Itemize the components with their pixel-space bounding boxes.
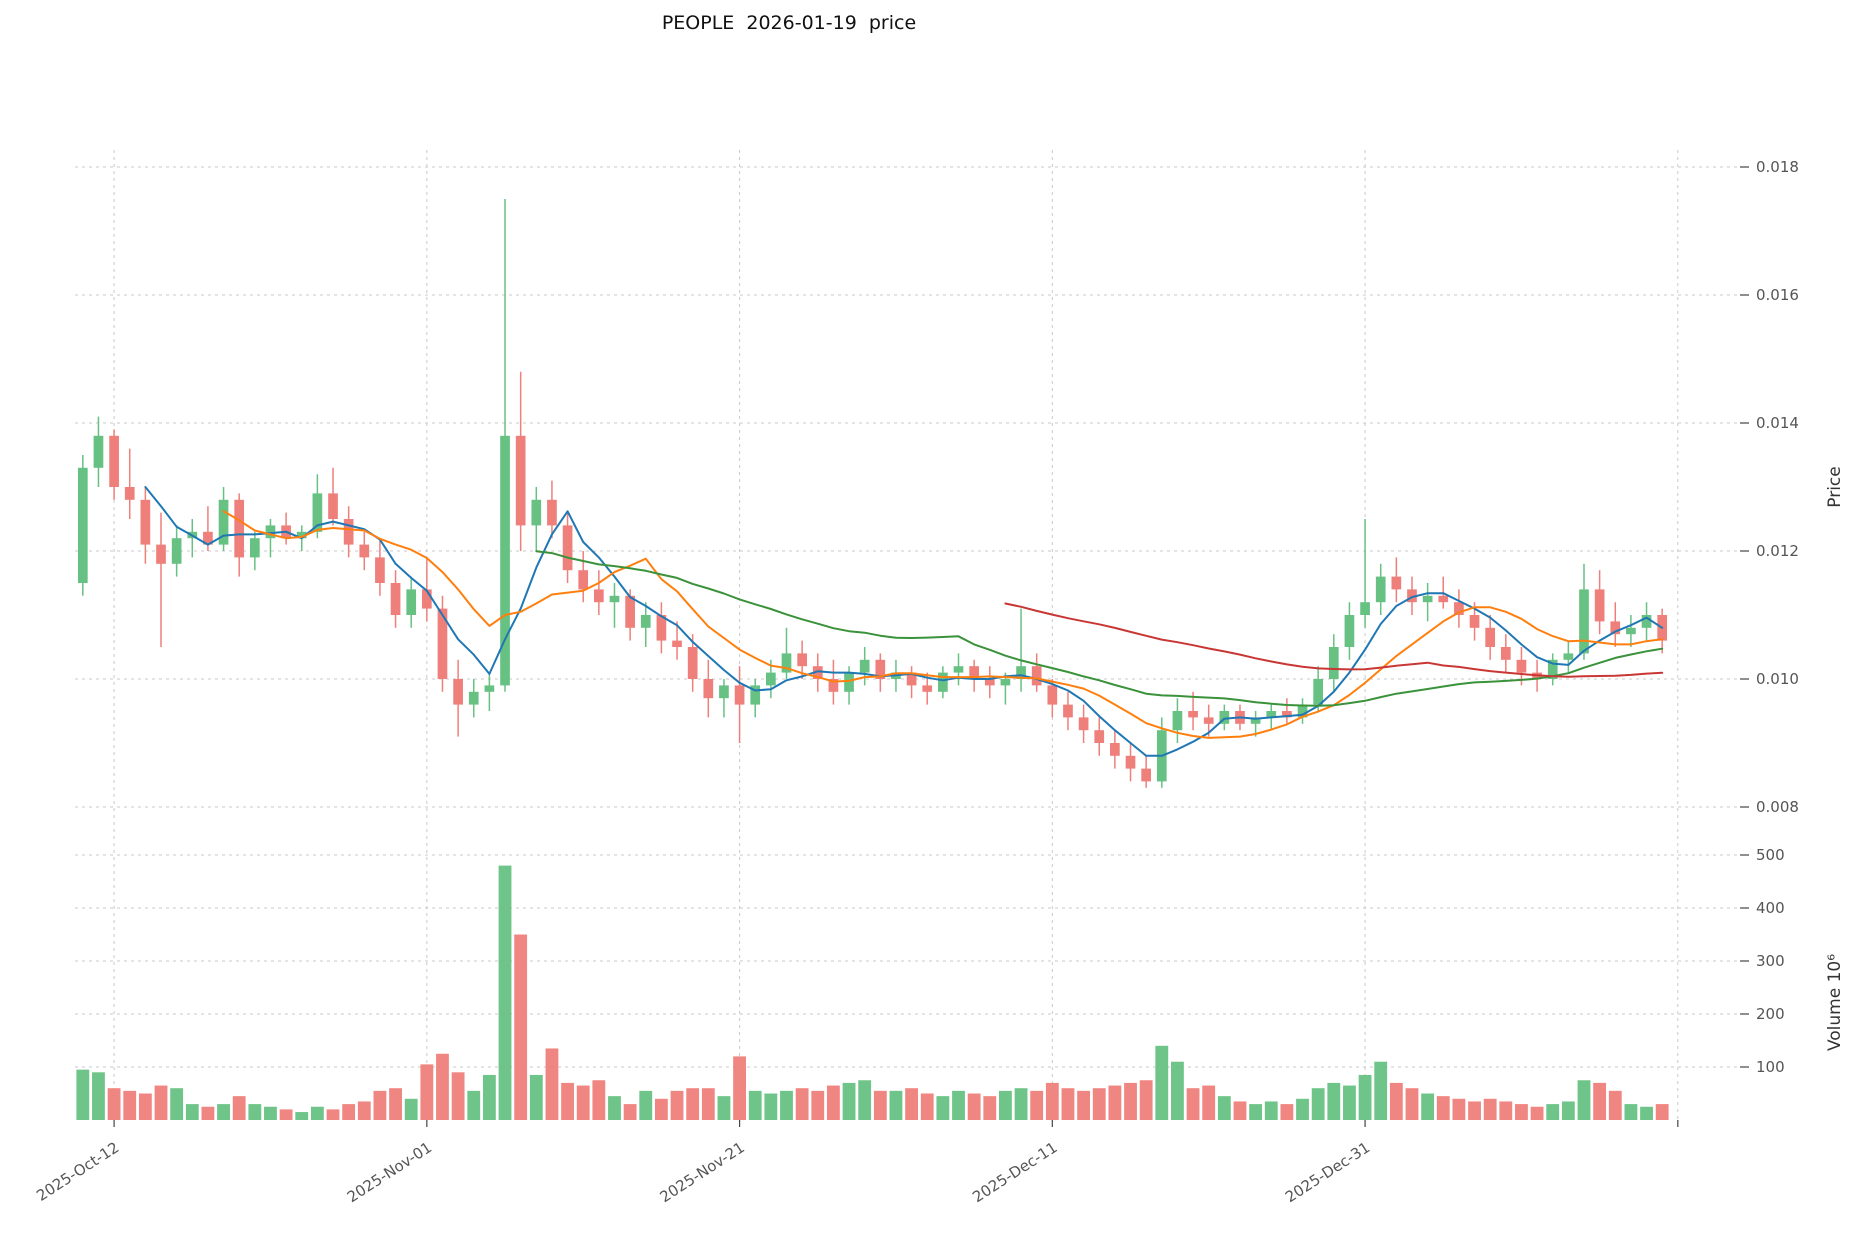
svg-text:2025-Nov-21: 2025-Nov-21	[657, 1138, 748, 1206]
svg-text:300: 300	[1756, 952, 1785, 970]
svg-text:2025-Nov-01: 2025-Nov-01	[344, 1138, 435, 1206]
candles-layer	[77, 199, 1668, 788]
svg-text:0.008: 0.008	[1756, 798, 1799, 816]
svg-text:2025-Oct-12: 2025-Oct-12	[33, 1138, 122, 1205]
svg-text:2025-Dec-31: 2025-Dec-31	[1282, 1138, 1373, 1206]
chart-title: PEOPLE 2026-01-19 price	[661, 12, 917, 34]
svg-text:2025-Dec-11: 2025-Dec-11	[969, 1138, 1060, 1206]
svg-text:500: 500	[1756, 846, 1785, 864]
volume-bars-layer	[76, 865, 1669, 1120]
volume-axis-label: Volume 10⁶	[1825, 954, 1845, 1051]
grid-layer	[75, 150, 1740, 1120]
svg-text:100: 100	[1756, 1058, 1785, 1076]
svg-text:0.016: 0.016	[1756, 286, 1799, 304]
svg-text:0.010: 0.010	[1756, 670, 1799, 688]
price-axis-label: Price	[1825, 466, 1845, 507]
svg-text:0.014: 0.014	[1756, 414, 1799, 432]
moving-average-layer	[144, 486, 1664, 757]
svg-text:0.018: 0.018	[1756, 158, 1799, 176]
svg-text:400: 400	[1756, 899, 1785, 917]
svg-text:0.012: 0.012	[1756, 542, 1799, 560]
svg-text:200: 200	[1756, 1005, 1785, 1023]
